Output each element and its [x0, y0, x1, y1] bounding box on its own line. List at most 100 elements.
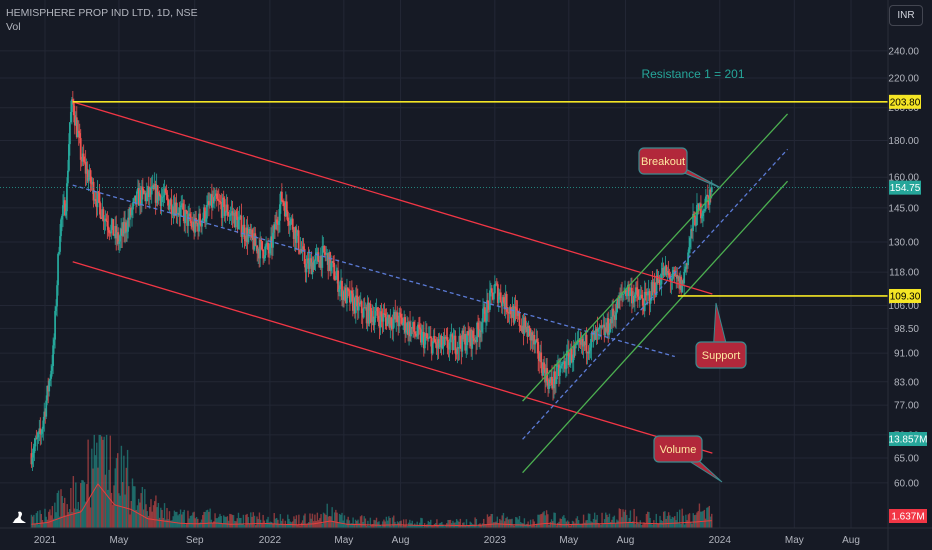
volume-bar	[369, 517, 372, 528]
candle-body	[684, 269, 687, 272]
volume-bar	[346, 519, 348, 528]
candle-body	[57, 253, 59, 286]
volume-bar	[262, 514, 264, 528]
volume-bar	[305, 524, 307, 528]
symbol-title[interactable]: HEMISPHERE PROP IND LTD, 1D, NSE	[6, 7, 198, 19]
candle-body	[586, 351, 589, 354]
candle-body	[59, 236, 61, 252]
candle-body	[68, 122, 71, 145]
candle-body	[548, 379, 550, 389]
volume-bar	[129, 514, 131, 528]
candle-body	[232, 212, 235, 216]
candle-body	[102, 209, 105, 222]
candle-body	[395, 312, 398, 320]
volume-bar	[374, 520, 376, 528]
volume-bar	[245, 514, 247, 528]
volume-bar	[33, 514, 35, 528]
volume-bar	[634, 524, 637, 528]
volume-bar	[612, 516, 614, 528]
volume-bar	[214, 513, 216, 528]
candle-body	[288, 224, 291, 226]
volume-bar	[83, 482, 86, 528]
volume-bar	[579, 524, 581, 528]
candle-body	[689, 238, 691, 248]
volume-bar	[677, 523, 680, 528]
volume-bar	[279, 514, 282, 528]
volume-indicator-label[interactable]: Vol	[6, 21, 21, 33]
candle-body	[570, 348, 573, 363]
volume-bar	[306, 523, 309, 528]
volume-bar	[471, 524, 474, 528]
candle-body	[64, 200, 66, 216]
volume-bar	[146, 511, 148, 528]
candle-body	[464, 334, 467, 351]
candle-body	[165, 192, 168, 195]
candle-body	[240, 215, 243, 237]
volume-marker-box	[889, 432, 927, 446]
volume-bar	[692, 513, 694, 528]
candle-body	[672, 270, 675, 279]
volume-bar	[704, 518, 707, 528]
candle-body	[356, 296, 359, 311]
volume-bar	[210, 519, 213, 528]
volume-bar	[224, 516, 226, 528]
candle-body	[212, 197, 215, 202]
volume-bar	[160, 507, 162, 528]
volume-bar	[687, 514, 690, 528]
volume-bar	[338, 513, 341, 528]
volume-bar	[475, 518, 478, 528]
volume-bar	[55, 512, 57, 528]
candle-body	[230, 211, 233, 214]
candle-body	[311, 262, 314, 275]
volume-bar	[476, 526, 479, 528]
volume-bar	[549, 521, 552, 528]
volume-bar	[343, 515, 346, 528]
volume-bar	[613, 515, 616, 528]
candle-body	[302, 246, 305, 249]
time-axis[interactable]: 2021 May Sep 2022 May Aug 2023 May Aug 2024 May Aug	[0, 527, 932, 546]
volume-bar	[497, 523, 500, 528]
candle-body	[149, 188, 152, 195]
candle-body	[303, 248, 306, 264]
volume-bar	[49, 509, 51, 528]
volume-bar	[682, 515, 685, 528]
volume-bar	[569, 525, 571, 528]
volume-bar	[618, 508, 621, 528]
candle-body	[81, 153, 84, 162]
candle-body	[126, 231, 128, 233]
volume-bar	[147, 515, 150, 528]
candle-body	[574, 343, 577, 349]
volume-bar	[312, 521, 315, 528]
price-axis[interactable]: 240.00220.00200.00180.00160.00145.00130.…	[887, 0, 927, 550]
candle-body	[379, 311, 382, 328]
candle-body	[669, 275, 672, 282]
candle-body	[615, 312, 618, 320]
candle-body	[590, 332, 593, 348]
y-tick-label: 240.00	[888, 46, 919, 57]
candle-body	[602, 324, 605, 327]
candle-body	[188, 213, 191, 215]
candle-body	[134, 195, 136, 199]
candle-body	[319, 255, 322, 268]
volume-bar	[555, 525, 558, 528]
candle-body	[606, 318, 609, 332]
volume-bar	[426, 524, 428, 528]
candle-body	[474, 340, 477, 342]
candle-body	[591, 332, 594, 336]
volume-bar	[553, 512, 555, 528]
candle-body	[463, 334, 466, 340]
volume-bar	[237, 512, 240, 528]
candle-body	[71, 99, 74, 102]
tradingview-logo-icon[interactable]	[9, 506, 29, 526]
candle-body	[254, 233, 257, 246]
volume-bar	[644, 523, 646, 528]
candle-body	[308, 259, 311, 269]
volume-bar	[62, 502, 65, 528]
currency-button[interactable]: INR	[889, 5, 923, 26]
volume-bar	[575, 518, 577, 528]
candle-body	[177, 212, 180, 214]
volume-bar	[629, 510, 632, 528]
volume-bar	[650, 524, 653, 528]
candle-body	[376, 307, 379, 316]
